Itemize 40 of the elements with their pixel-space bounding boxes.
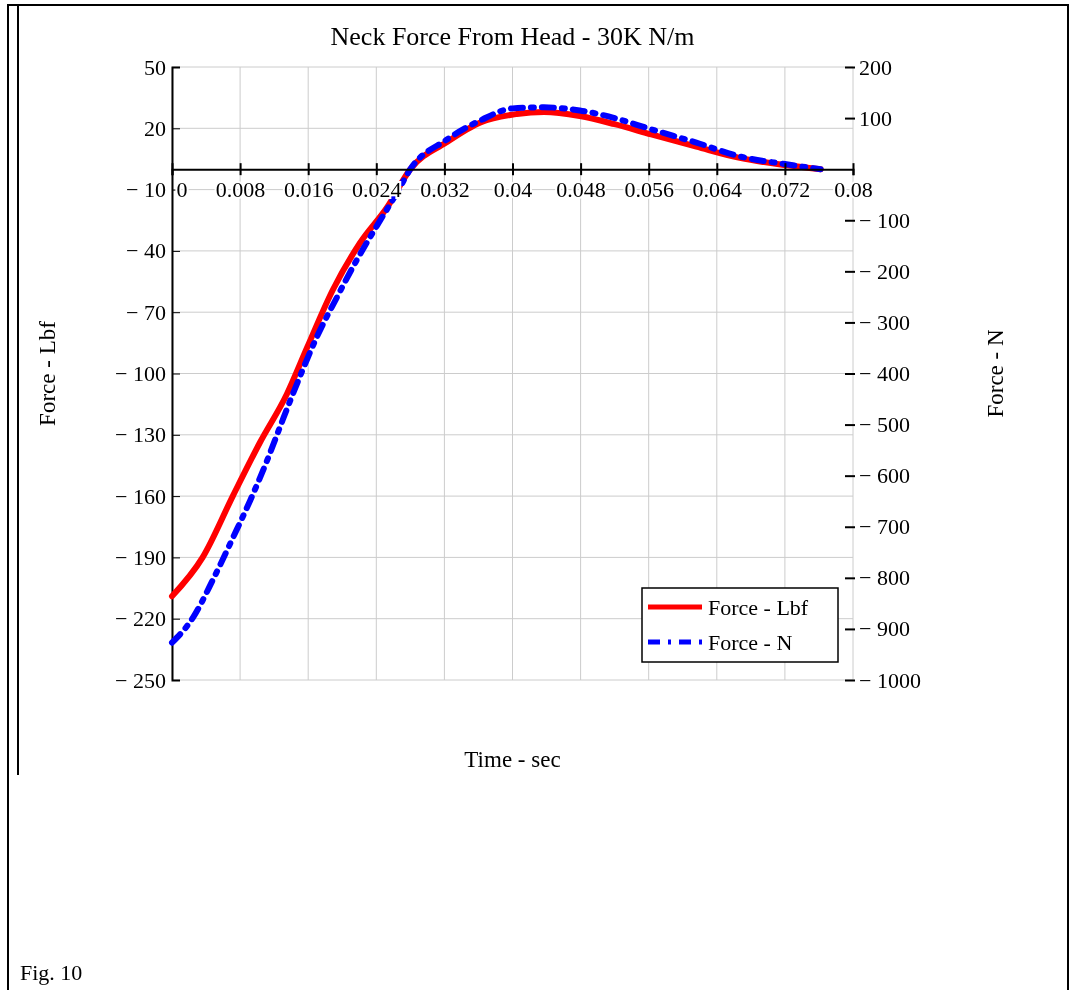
y-tick-label: − 130 bbox=[115, 422, 166, 448]
x-tick-label: 0.072 bbox=[760, 176, 811, 202]
x-tick-label: 0.08 bbox=[834, 176, 873, 202]
y-tick-label: 20 bbox=[144, 115, 166, 141]
y2-tick-label: − 900 bbox=[859, 616, 910, 642]
caption: Fig. 10 bbox=[20, 960, 83, 985]
y2-tick-label: 100 bbox=[859, 105, 892, 131]
y2-tick-label: − 200 bbox=[859, 258, 910, 284]
x-tick-label: 0.04 bbox=[493, 176, 533, 202]
y-tick-label: − 160 bbox=[115, 483, 166, 509]
y-tick-label: 50 bbox=[144, 54, 166, 80]
x-tick-label: 0.032 bbox=[420, 176, 470, 202]
y2-tick-label: − 800 bbox=[859, 565, 910, 591]
y-tick-label: − 70 bbox=[126, 299, 166, 325]
x-axis-title: Time - sec bbox=[464, 747, 561, 772]
legend-label: Force - Lbf bbox=[708, 595, 809, 620]
y2-tick-label: − 300 bbox=[859, 309, 910, 335]
y2-tick-label: − 100 bbox=[859, 207, 910, 233]
x-tick-label: 0.016 bbox=[283, 176, 334, 202]
x-tick-label: 0.008 bbox=[215, 176, 266, 202]
x-tick-label: 0.056 bbox=[624, 176, 674, 202]
x-tick-label: 0.064 bbox=[692, 176, 743, 202]
y-tick-label: − 40 bbox=[126, 238, 166, 264]
y2-tick-label: − 500 bbox=[859, 412, 910, 438]
y2-tick-label: − 600 bbox=[859, 463, 910, 489]
x-tick-label: 0.048 bbox=[556, 176, 606, 202]
y-tick-label: − 100 bbox=[115, 361, 166, 387]
legend-label: Force - N bbox=[708, 630, 793, 655]
y2-tick-label: − 1000 bbox=[859, 667, 921, 693]
y2-tick-label: − 700 bbox=[859, 514, 910, 540]
y2-tick-label: 200 bbox=[859, 54, 892, 80]
x-tick-label: 0 bbox=[176, 176, 188, 202]
y2-axis-title: Force - N bbox=[983, 329, 1008, 418]
y-tick-label: − 250 bbox=[115, 667, 166, 693]
y-axis-title: Force - Lbf bbox=[35, 320, 60, 426]
y-tick-label: − 190 bbox=[115, 544, 166, 570]
chart-title: Neck Force From Head - 30K N/m bbox=[330, 22, 695, 51]
y-tick-label: − 220 bbox=[115, 606, 166, 632]
y-tick-label: − 10 bbox=[126, 177, 166, 203]
y2-tick-label: − 400 bbox=[859, 361, 910, 387]
